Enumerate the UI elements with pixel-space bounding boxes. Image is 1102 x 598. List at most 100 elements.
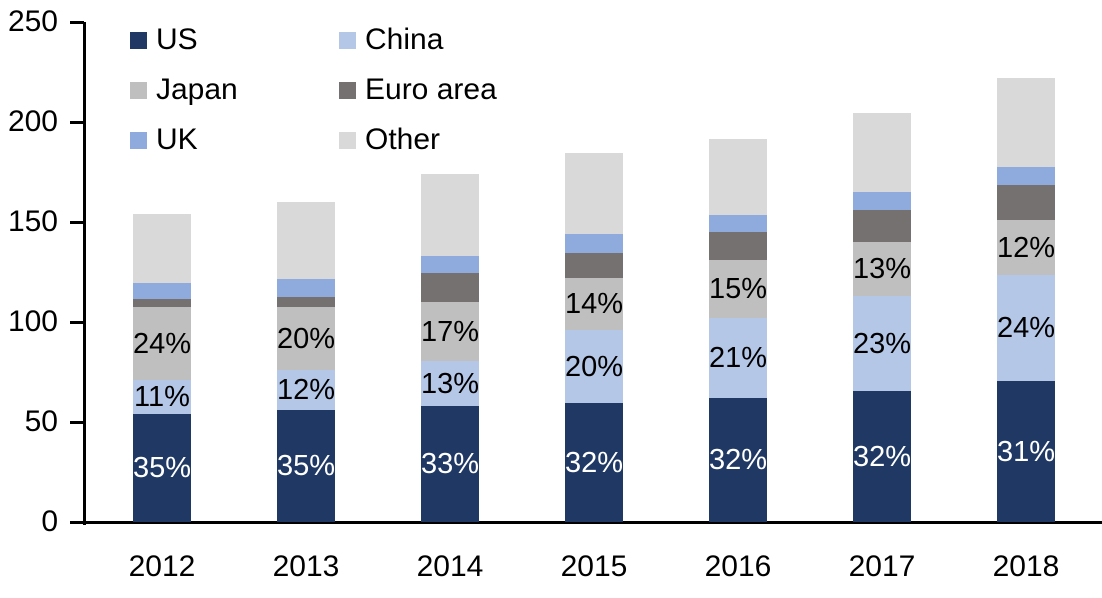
y-tick-200 xyxy=(70,121,84,124)
y-axis-tick-label-150: 150 xyxy=(7,205,58,238)
legend-swatch-uk xyxy=(130,131,147,149)
bar-segment-other-2017 xyxy=(853,113,911,192)
y-axis-tick-label-100: 100 xyxy=(7,305,58,338)
legend-label-uk: UK xyxy=(156,123,198,156)
bar-segment-us-2018 xyxy=(997,381,1055,522)
bar-label-japan-2013: 20% xyxy=(276,322,336,355)
bar-label-us-2018: 31% xyxy=(996,435,1056,468)
bar-segment-other-2013 xyxy=(277,202,335,279)
bar-segment-uk-2017 xyxy=(853,192,911,210)
bar-segment-uk-2018 xyxy=(997,167,1055,185)
bar-segment-euro-area-2018 xyxy=(997,185,1055,220)
y-axis-tick-label-250: 250 xyxy=(7,5,58,38)
y-tick-50 xyxy=(70,421,84,424)
bar-segment-japan-2015 xyxy=(565,278,623,330)
bar-segment-china-2012 xyxy=(133,380,191,414)
bar-segment-uk-2014 xyxy=(421,256,479,273)
bar-label-japan-2012: 24% xyxy=(132,327,192,360)
bar-segment-china-2016 xyxy=(709,318,767,398)
legend-swatch-us xyxy=(130,31,147,49)
x-axis-label-2018: 2018 xyxy=(992,550,1060,583)
bar-label-japan-2018: 12% xyxy=(996,231,1056,264)
bar-label-us-2012: 35% xyxy=(132,452,192,484)
x-axis-label-2012: 2012 xyxy=(128,550,196,583)
bar-segment-japan-2016 xyxy=(709,260,767,318)
bar-label-china-2018: 24% xyxy=(996,312,1056,344)
bar-segment-china-2015 xyxy=(565,330,623,403)
bar-segment-japan-2012 xyxy=(133,307,191,380)
bar-segment-china-2013 xyxy=(277,370,335,410)
y-tick-150 xyxy=(70,221,84,224)
bar-label-us-2017: 32% xyxy=(852,440,912,473)
x-axis-label-2015: 2015 xyxy=(560,550,628,583)
bar-segment-china-2017 xyxy=(853,296,911,391)
legend-label-us: US xyxy=(156,23,198,56)
bar-segment-other-2015 xyxy=(565,153,623,234)
bar-label-china-2017: 23% xyxy=(852,327,912,360)
bar-segment-uk-2015 xyxy=(565,234,623,253)
bar-label-japan-2016: 15% xyxy=(708,273,768,305)
x-axis-label-2014: 2014 xyxy=(416,550,484,583)
x-axis-line xyxy=(83,521,1102,524)
legend-swatch-china xyxy=(339,31,356,49)
legend-label-japan: Japan xyxy=(156,73,238,106)
legend-label-china: China xyxy=(365,23,444,56)
bar-segment-us-2014 xyxy=(421,406,479,522)
bar-label-china-2012: 11% xyxy=(134,381,190,413)
bar-segment-uk-2013 xyxy=(277,279,335,297)
bar-label-us-2013: 35% xyxy=(276,450,336,482)
bar-label-us-2015: 32% xyxy=(564,446,624,479)
bar-label-china-2014: 13% xyxy=(420,367,480,400)
legend-item-other: Other xyxy=(339,123,441,156)
bar-segment-uk-2012 xyxy=(133,283,191,299)
legend-item-us: US xyxy=(130,23,198,56)
bar-label-china-2013: 12% xyxy=(276,374,336,406)
bar-segment-euro-area-2015 xyxy=(565,253,623,278)
legend-label-euro-area: Euro area xyxy=(365,73,497,106)
bar-segment-china-2018 xyxy=(997,275,1055,381)
bar-segment-japan-2018 xyxy=(997,220,1055,275)
bar-segment-euro-area-2016 xyxy=(709,232,767,260)
y-axis-tick-label-200: 200 xyxy=(7,105,58,138)
bar-segment-us-2017 xyxy=(853,391,911,522)
legend-item-japan: Japan xyxy=(130,73,238,106)
y-axis-line xyxy=(83,22,86,525)
bar-label-us-2014: 33% xyxy=(420,448,480,480)
bar-segment-china-2014 xyxy=(421,361,479,406)
bar-segment-us-2013 xyxy=(277,410,335,522)
bar-segment-euro-area-2017 xyxy=(853,210,911,242)
bar-label-japan-2014: 17% xyxy=(420,315,480,348)
bar-label-japan-2015: 14% xyxy=(564,288,624,320)
bar-label-japan-2017: 13% xyxy=(852,253,912,285)
bar-segment-japan-2013 xyxy=(277,307,335,370)
bar-segment-uk-2016 xyxy=(709,215,767,232)
legend-label-other: Other xyxy=(365,123,441,156)
bar-segment-other-2012 xyxy=(133,214,191,283)
bar-segment-euro-area-2014 xyxy=(421,273,479,302)
y-tick-100 xyxy=(70,321,84,324)
y-tick-0 xyxy=(70,521,84,524)
bar-segment-us-2015 xyxy=(565,403,623,522)
bar-label-us-2016: 32% xyxy=(708,444,768,476)
y-axis-tick-label-50: 50 xyxy=(24,405,58,438)
legend-swatch-euro-area xyxy=(339,81,356,99)
legend-item-china: China xyxy=(339,23,444,56)
y-tick-250 xyxy=(70,21,84,24)
bar-segment-other-2016 xyxy=(709,139,767,215)
x-axis-label-2017: 2017 xyxy=(848,550,916,583)
bar-label-china-2016: 21% xyxy=(708,342,768,374)
x-axis-label-2013: 2013 xyxy=(272,550,340,583)
y-axis-tick-label-0: 0 xyxy=(41,505,58,538)
x-axis-label-2016: 2016 xyxy=(704,550,772,583)
legend-item-uk: UK xyxy=(130,123,198,156)
bar-segment-euro-area-2012 xyxy=(133,299,191,307)
legend-item-euro-area: Euro area xyxy=(339,73,497,106)
bar-label-china-2015: 20% xyxy=(564,350,624,383)
legend-swatch-japan xyxy=(130,81,147,99)
bar-segment-other-2014 xyxy=(421,174,479,256)
bar-segment-japan-2017 xyxy=(853,242,911,296)
legend-swatch-other xyxy=(339,131,356,149)
bar-segment-other-2018 xyxy=(997,78,1055,167)
bar-segment-us-2012 xyxy=(133,414,191,522)
